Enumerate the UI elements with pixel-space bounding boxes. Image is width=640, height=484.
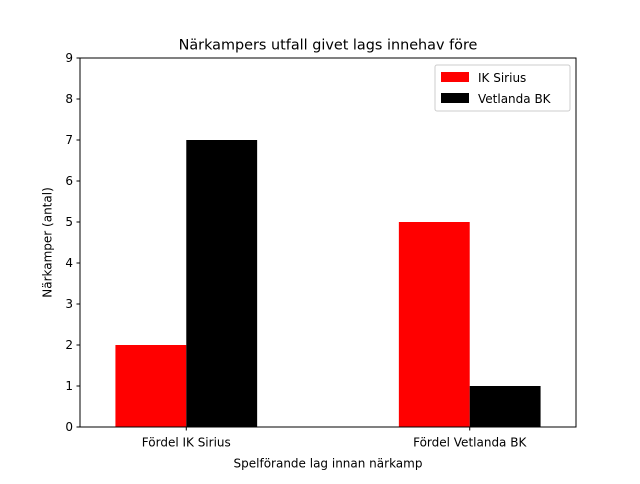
y-tick-label: 7 (65, 133, 73, 147)
y-tick-label: 1 (65, 379, 73, 393)
y-tick-label: 0 (65, 420, 73, 434)
y-tick-label: 4 (65, 256, 73, 270)
bar-vetlanda-bk-1 (469, 386, 541, 427)
legend: IK Sirius Vetlanda BK (434, 64, 571, 112)
y-tick-label: 3 (65, 297, 73, 311)
x-tick-label: Fördel IK Sirius (142, 436, 231, 450)
bar-ik-sirius-1 (398, 222, 470, 427)
x-axis-label: Spelförande lag innan närkamp (234, 457, 423, 471)
y-tick-label: 8 (65, 92, 73, 106)
y-axis-label: Närkamper (antal) (41, 187, 55, 298)
x-tick-label: Fördel Vetlanda BK (413, 436, 527, 450)
y-tick-label: 9 (65, 51, 73, 65)
y-tick-label: 5 (65, 215, 73, 229)
legend-label: IK Sirius (478, 71, 526, 85)
chart-title: Närkampers utfall givet lags innehav för… (179, 38, 478, 54)
legend-swatch (441, 72, 469, 82)
y-tick-label: 2 (65, 338, 73, 352)
bar-ik-sirius-0 (115, 345, 187, 427)
plot-area: 0 1 2 3 4 5 6 7 8 9 Fördel IK Sirius Fördel Vetland… (65, 51, 577, 450)
legend-swatch (441, 93, 469, 103)
axes-frame (79, 57, 577, 428)
y-tick-label: 6 (65, 174, 73, 188)
bar-vetlanda-bk-0 (186, 140, 258, 427)
legend-label: Vetlanda BK (478, 92, 552, 106)
